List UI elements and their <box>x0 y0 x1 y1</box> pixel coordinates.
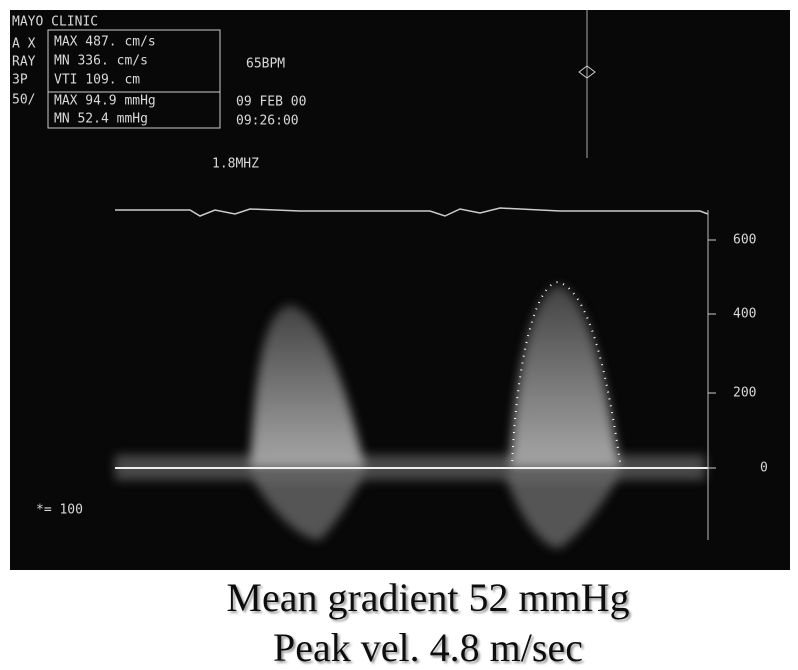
scale-label: 600 <box>733 233 756 248</box>
caption: Peak vel. 4.8 m/sec <box>273 625 583 670</box>
scale-label: 200 <box>733 386 756 401</box>
ecg-trace <box>115 207 709 217</box>
caption: Mean gradient 52 mmHg <box>226 575 629 620</box>
measurement: MAX 94.9 mmHg <box>54 94 156 109</box>
measurement: MN 52.4 mmHg <box>54 112 148 127</box>
measurement-box <box>47 29 221 129</box>
doppler-signal <box>115 285 705 549</box>
cursor-gate <box>578 65 596 79</box>
heart-rate: 65BPM <box>246 57 285 72</box>
sweep-speed: *= 100 <box>36 503 83 518</box>
time: 09:26:00 <box>236 114 299 129</box>
fragment: A X <box>12 37 36 52</box>
frequency: 1.8MHZ <box>212 157 259 172</box>
fragment: 50/ <box>12 93 35 108</box>
scale-label: 0 <box>760 461 768 476</box>
institution: MAYO CLINIC <box>12 15 98 30</box>
date: 09 FEB 00 <box>236 95 306 110</box>
measurement: MAX 487. cm/s <box>54 35 156 50</box>
measurement: VTI 109. cm <box>54 73 140 88</box>
measurement: MN 336. cm/s <box>54 54 148 69</box>
scale-label: 400 <box>733 307 756 322</box>
fragment: RAY <box>12 55 36 70</box>
fragment: 3P <box>12 73 28 88</box>
